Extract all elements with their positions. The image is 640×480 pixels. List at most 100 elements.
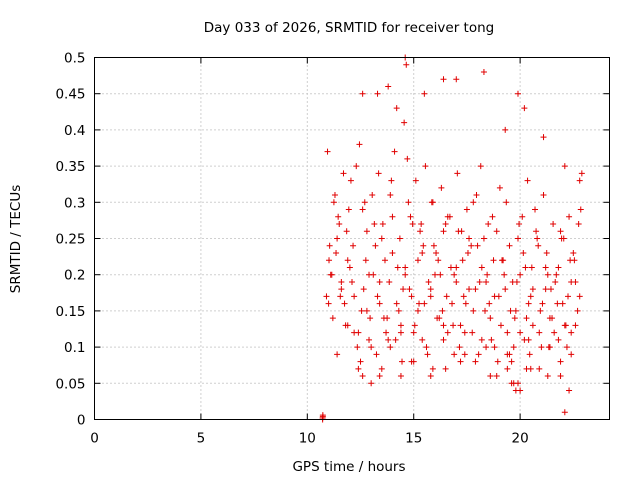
x-tick-label: 0 <box>90 431 99 447</box>
data-point <box>334 235 341 242</box>
data-point <box>553 271 560 278</box>
data-points <box>319 54 585 423</box>
data-point <box>378 235 385 242</box>
y-tick-label: 0.05 <box>55 376 85 392</box>
data-point <box>335 213 342 220</box>
data-point <box>402 264 409 271</box>
data-point <box>480 235 487 242</box>
data-point <box>459 257 466 264</box>
data-point <box>572 322 579 329</box>
data-point <box>421 300 428 307</box>
data-point <box>497 322 504 329</box>
data-point <box>543 249 550 256</box>
data-point <box>566 387 573 394</box>
data-point <box>508 358 515 365</box>
data-point <box>405 199 412 206</box>
tick-layer: 0 0.05 0.1 0.15 0.2 0.25 0.3 0.35 0.4 0.45 0.5 0 5 10… <box>55 51 610 447</box>
data-point <box>331 192 338 199</box>
data-point <box>387 192 394 199</box>
data-point <box>433 249 440 256</box>
data-point <box>349 278 355 285</box>
data-point <box>510 344 517 351</box>
data-point <box>507 307 514 314</box>
data-point <box>440 76 447 83</box>
data-point <box>361 199 368 206</box>
data-point <box>461 329 468 336</box>
data-point <box>417 228 424 235</box>
data-point <box>522 264 529 271</box>
data-point <box>451 271 458 278</box>
data-point <box>337 293 344 300</box>
data-point <box>501 271 508 278</box>
data-point <box>472 358 479 365</box>
data-point <box>495 293 502 300</box>
data-point <box>457 322 464 329</box>
data-point <box>341 300 348 307</box>
data-point <box>493 373 500 380</box>
data-point <box>387 344 394 351</box>
data-point <box>344 257 351 264</box>
data-point <box>392 336 399 343</box>
data-point <box>526 351 533 358</box>
data-point <box>561 409 568 416</box>
data-point <box>529 286 536 293</box>
data-point <box>360 286 367 293</box>
data-point <box>401 119 408 126</box>
data-point <box>470 307 477 314</box>
data-point <box>537 307 544 314</box>
data-point <box>391 148 398 155</box>
data-point <box>574 307 581 314</box>
data-point <box>356 141 363 148</box>
data-point <box>578 170 585 177</box>
data-point <box>404 155 411 162</box>
data-point <box>319 412 326 419</box>
data-point <box>420 242 427 249</box>
data-point <box>540 192 547 199</box>
y-tick-label: 0.15 <box>55 304 85 320</box>
data-point <box>358 307 365 314</box>
data-point <box>408 293 415 300</box>
data-point <box>494 358 501 365</box>
data-point <box>324 148 331 155</box>
data-point <box>546 315 553 322</box>
data-point <box>486 300 493 307</box>
data-point <box>362 257 369 264</box>
data-point <box>477 163 484 170</box>
data-point <box>554 300 561 307</box>
data-point <box>561 163 568 170</box>
data-point <box>363 228 370 235</box>
x-tick-label: 5 <box>197 431 206 447</box>
data-point <box>340 170 347 177</box>
data-point <box>453 76 460 83</box>
y-tick-label: 0.35 <box>55 159 85 175</box>
data-point <box>393 300 400 307</box>
data-point <box>456 344 463 351</box>
data-point <box>520 249 527 256</box>
data-point <box>514 235 521 242</box>
data-point <box>394 264 401 271</box>
data-point <box>386 278 393 285</box>
data-point <box>372 242 379 249</box>
data-point <box>559 300 566 307</box>
data-point <box>389 213 396 220</box>
data-point <box>517 387 524 394</box>
data-point <box>562 322 569 329</box>
data-point <box>346 264 353 271</box>
data-point <box>354 344 361 351</box>
data-point <box>343 228 350 235</box>
data-point <box>511 315 518 322</box>
data-point <box>567 257 574 264</box>
x-tick-label: 15 <box>405 431 422 447</box>
data-point <box>357 358 364 365</box>
data-point <box>509 278 516 285</box>
data-point <box>525 300 532 307</box>
data-point <box>353 163 360 170</box>
data-point <box>385 83 392 90</box>
data-point <box>470 199 477 206</box>
data-point <box>330 199 337 206</box>
data-point <box>329 315 336 322</box>
data-point <box>399 358 406 365</box>
data-point <box>576 177 583 184</box>
data-point <box>449 300 456 307</box>
data-point <box>475 351 482 358</box>
